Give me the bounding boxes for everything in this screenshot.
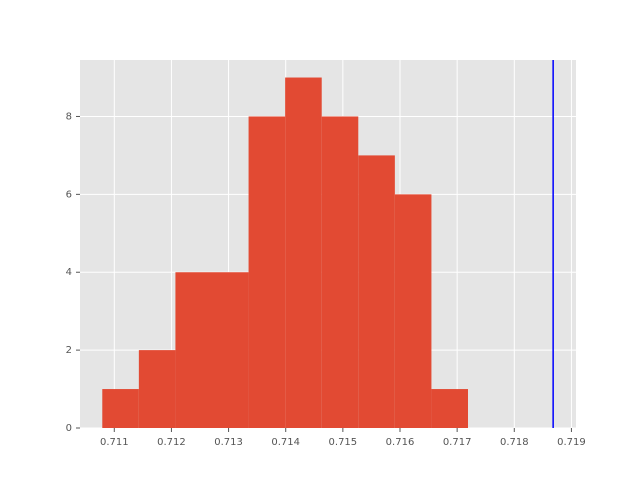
x-tick-label: 0.711 xyxy=(100,437,129,448)
x-tick-label: 0.718 xyxy=(500,437,529,448)
bar xyxy=(175,272,212,428)
y-tick-label: 6 xyxy=(66,189,72,200)
bar xyxy=(321,116,359,428)
bar xyxy=(285,77,322,429)
y-tick-label: 8 xyxy=(66,111,72,122)
bar xyxy=(212,272,249,428)
bar xyxy=(431,389,468,428)
bar xyxy=(102,389,139,428)
x-tick-label: 0.717 xyxy=(443,437,472,448)
y-tick-label: 4 xyxy=(66,267,72,278)
x-tick-label: 0.713 xyxy=(214,437,243,448)
y-tick-label: 2 xyxy=(66,345,72,356)
x-tick-label: 0.715 xyxy=(329,437,358,448)
x-tick-label: 0.719 xyxy=(557,437,586,448)
y-tick-label: 0 xyxy=(66,423,72,434)
x-tick-label: 0.714 xyxy=(271,437,300,448)
bar xyxy=(248,116,286,428)
bar xyxy=(394,194,432,428)
x-tick-label: 0.712 xyxy=(157,437,186,448)
x-tick-label: 0.716 xyxy=(386,437,415,448)
bar xyxy=(358,155,395,428)
bar xyxy=(138,350,176,428)
